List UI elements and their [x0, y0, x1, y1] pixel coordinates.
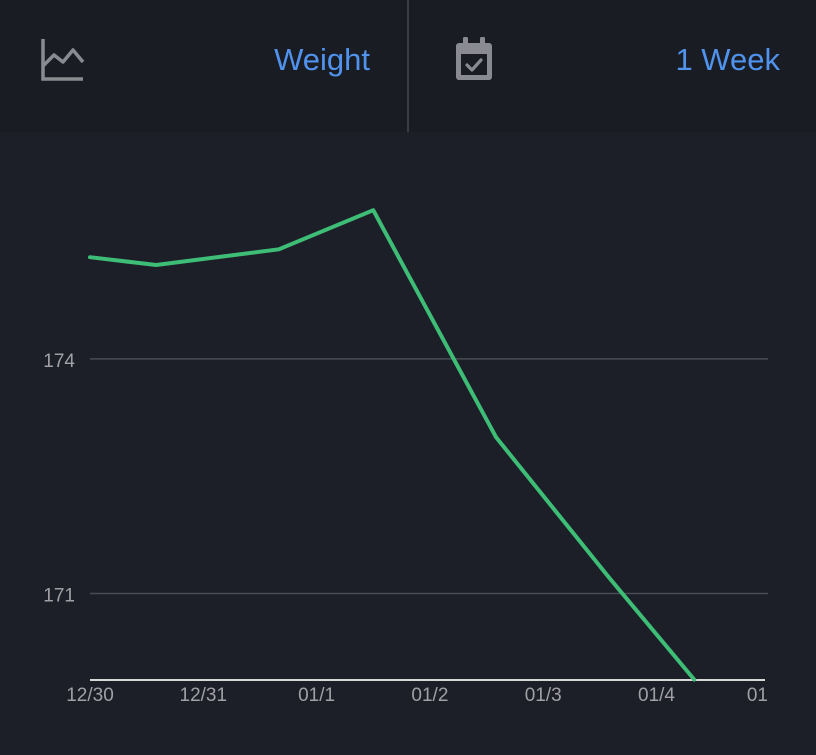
metric-selector[interactable]: Weight [0, 0, 408, 132]
range-selector[interactable]: 1 Week [409, 0, 816, 132]
x-tick-label: 12/31 [180, 685, 228, 706]
y-tick-label: 174 [43, 351, 75, 372]
x-tick-label: 12/30 [66, 685, 114, 706]
metric-label: Weight [274, 42, 370, 77]
line-chart-icon [38, 36, 86, 84]
x-tick-label: 01 [747, 685, 768, 706]
x-tick-label: 01/4 [638, 685, 675, 706]
x-tick-label: 01/1 [298, 685, 335, 706]
range-label: 1 Week [675, 42, 780, 77]
header-bar: Weight 1 Week [0, 0, 816, 132]
calendar-check-icon [450, 36, 498, 84]
y-tick-label: 171 [43, 586, 75, 607]
x-tick-label: 01/2 [411, 685, 448, 706]
weight-chart: 171 174 12/30 12/31 01/1 01/2 01/3 01/4 01 [43, 208, 768, 706]
weight-series-line [88, 208, 697, 682]
x-tick-label: 01/3 [525, 685, 562, 706]
chart-area: 171 174 12/30 12/31 01/1 01/2 01/3 01/4 01 [0, 132, 816, 750]
header-divider [407, 0, 409, 132]
